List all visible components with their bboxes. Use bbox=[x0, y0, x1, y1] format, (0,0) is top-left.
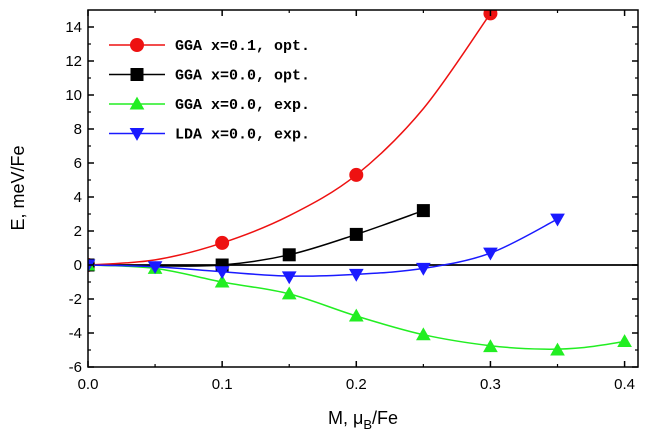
y-tick-label: 0 bbox=[74, 257, 82, 274]
x-tick-label: 0.4 bbox=[614, 376, 635, 393]
y-tick-label: 10 bbox=[65, 87, 82, 104]
legend-entry-4: LDA x=0.0, exp. bbox=[109, 127, 310, 144]
series-4-point bbox=[483, 247, 498, 261]
series-2 bbox=[88, 204, 430, 272]
series-1-point bbox=[215, 235, 230, 250]
y-tick-label: 6 bbox=[74, 155, 82, 172]
series-3-point bbox=[348, 308, 364, 322]
legend-marker bbox=[129, 127, 145, 141]
x-tick-label: 0.3 bbox=[480, 376, 501, 393]
series-2-point bbox=[416, 204, 430, 218]
y-tick-label: -6 bbox=[69, 359, 82, 376]
series-2-point bbox=[349, 227, 363, 241]
legend-label: GGA x=0.1, opt. bbox=[175, 38, 310, 55]
series-4 bbox=[88, 213, 565, 285]
series-2-point bbox=[282, 248, 296, 262]
legend: GGA x=0.1, opt. GGA x=0.0, opt. GGA x=0.0,… bbox=[109, 38, 310, 144]
series-4-point bbox=[416, 262, 431, 276]
plot-content bbox=[88, 10, 638, 356]
y-tick-label: 14 bbox=[65, 19, 82, 36]
series-2-line bbox=[88, 209, 424, 267]
x-tick-label: 0.1 bbox=[212, 376, 233, 393]
x-tick-label: 0.0 bbox=[78, 376, 99, 393]
legend-marker bbox=[130, 68, 144, 81]
y-tick-label: 8 bbox=[74, 121, 82, 138]
series-3-point bbox=[617, 334, 632, 348]
series-3-point bbox=[214, 274, 230, 288]
series-4-point bbox=[88, 259, 96, 273]
legend-entry-3: GGA x=0.0, exp. bbox=[109, 96, 310, 114]
y-axis-title: E, meV/Fe bbox=[8, 145, 28, 230]
legend-marker bbox=[129, 96, 145, 110]
series-4-point bbox=[147, 261, 163, 275]
plot-frame bbox=[87, 9, 639, 368]
y-tick-label: -4 bbox=[69, 325, 82, 342]
legend-entry-1: GGA x=0.1, opt. bbox=[109, 38, 310, 55]
y-tick-label: 2 bbox=[74, 223, 82, 240]
legend-marker bbox=[130, 38, 144, 52]
y-tick-label: -2 bbox=[69, 291, 82, 308]
series-3-point bbox=[416, 327, 431, 341]
legend-label: GGA x=0.0, exp. bbox=[175, 97, 310, 114]
series-3-point bbox=[550, 342, 565, 356]
legend-label: LDA x=0.0, exp. bbox=[175, 127, 310, 144]
series-3-point bbox=[483, 339, 498, 353]
x-axis-title: M, μB/Fe bbox=[328, 408, 398, 432]
series-3-point bbox=[281, 286, 297, 300]
legend-label: GGA x=0.0, opt. bbox=[175, 68, 310, 85]
series-4-point bbox=[214, 266, 230, 280]
series-4-line bbox=[88, 218, 558, 277]
x-axis: 0.0 0.1 0.2 0.3 0.4 bbox=[78, 10, 635, 393]
series-4-point bbox=[281, 271, 297, 285]
series-1-point bbox=[349, 167, 364, 182]
y-tick-label: 4 bbox=[74, 189, 82, 206]
series-1-line bbox=[88, 12, 492, 266]
series-layer bbox=[88, 10, 632, 356]
series-4-point bbox=[550, 213, 565, 227]
y-axis: -6 -4 -2 0 2 4 6 8 10 12 14 bbox=[65, 19, 638, 376]
y-tick-label: 12 bbox=[65, 53, 82, 70]
legend-entry-2: GGA x=0.0, opt. bbox=[109, 68, 310, 85]
series-4-point bbox=[348, 268, 364, 282]
x-tick-label: 0.2 bbox=[346, 376, 367, 393]
